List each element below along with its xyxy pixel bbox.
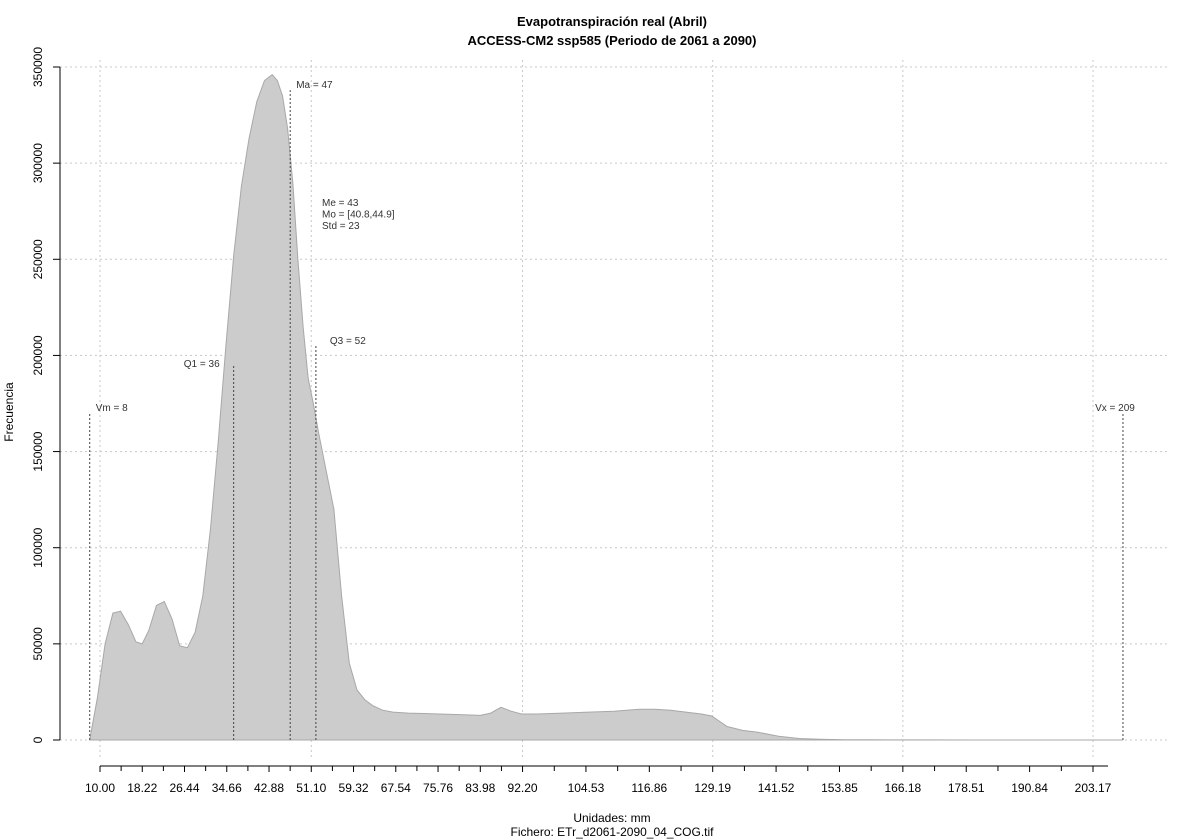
stat-summary-label: Std = 23 [322, 221, 360, 232]
chart-title: Evapotranspiración real (Abril) [517, 14, 707, 29]
x-tick-label: 203.17 [1075, 781, 1112, 795]
x-tick-label: 153.85 [821, 781, 858, 795]
stat-summary-label: Me = 43 [322, 198, 359, 209]
stat-label: Ma = 47 [296, 80, 333, 91]
x-tick-label: 51.10 [296, 781, 326, 795]
y-axis-title: Frecuencia [2, 382, 16, 442]
x-axis-title: Unidades: mm [573, 811, 650, 825]
x-tick-label: 18.22 [127, 781, 157, 795]
density-area [89, 74, 1123, 741]
x-tick-label: 190.84 [1011, 781, 1048, 795]
y-tick-label: 50000 [31, 627, 45, 661]
x-tick-label: 26.44 [169, 781, 199, 795]
x-tick-label: 178.51 [948, 781, 985, 795]
x-tick-label: 83.98 [465, 781, 495, 795]
x-tick-label: 141.52 [758, 781, 795, 795]
x-tick-label: 92.20 [508, 781, 538, 795]
x-tick-label: 116.86 [631, 781, 667, 795]
density-shape [89, 74, 1123, 741]
chart-subtitle: ACCESS-CM2 ssp585 (Periodo de 2061 a 209… [467, 33, 756, 48]
y-tick-label: 350000 [31, 47, 45, 87]
stat-lines [89, 90, 1124, 740]
y-tick-label: 300000 [31, 143, 45, 183]
y-tick-label: 250000 [31, 239, 45, 279]
stat-summary-label: Mo = [40.8,44.9] [322, 210, 395, 221]
stat-label: Q1 = 36 [184, 359, 220, 370]
x-tick-label: 42.88 [254, 781, 284, 795]
y-tick-label: 0 [31, 736, 45, 743]
x-tick-label: 166.18 [884, 781, 921, 795]
x-tick-label: 67.54 [381, 781, 411, 795]
x-tick-label: 104.53 [568, 781, 605, 795]
y-tick-label: 150000 [31, 431, 45, 471]
file-footer: Fichero: ETr_d2061-2090_04_COG.tif [511, 825, 715, 839]
x-tick-label: 75.76 [423, 781, 453, 795]
y-tick-label: 100000 [31, 527, 45, 567]
x-tick-label: 129.19 [694, 781, 731, 795]
y-tick-label: 200000 [31, 335, 45, 375]
annotations: Vm = 8 Q1 = 36 Ma = 47 Q3 = 52 Vx = 209 Me = … [96, 80, 1136, 414]
axes: 0 50000 100000 150000 200000 250000 300000 3500… [31, 47, 1112, 795]
stat-label: Q3 = 52 [330, 336, 366, 347]
x-tick-label: 34.66 [212, 781, 242, 795]
stat-label: Vx = 209 [1095, 403, 1135, 414]
x-tick-label: 59.32 [339, 781, 369, 795]
stat-label: Vm = 8 [96, 403, 128, 414]
x-tick-label: 10.00 [85, 781, 115, 795]
